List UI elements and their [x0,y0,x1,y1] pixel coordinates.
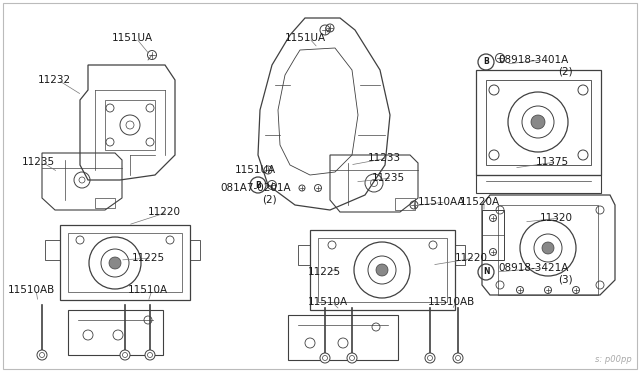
Circle shape [109,257,121,269]
Text: 11232: 11232 [38,75,71,85]
Text: 1151UA: 1151UA [112,33,153,43]
Text: 11225: 11225 [132,253,165,263]
Circle shape [531,115,545,129]
Bar [482,210,504,260]
Circle shape [320,353,330,363]
Circle shape [347,353,357,363]
Circle shape [145,350,155,360]
Text: 11225: 11225 [308,267,341,277]
Text: s: p00pp: s: p00pp [595,355,632,364]
Text: 11220: 11220 [455,253,488,263]
Circle shape [376,264,388,276]
Circle shape [425,353,435,363]
Bar [498,205,598,295]
Text: 11235: 11235 [372,173,405,183]
Bar [476,70,601,175]
Text: N: N [483,267,489,276]
Text: 11375: 11375 [536,157,569,167]
Text: 11233: 11233 [368,153,401,163]
Bar [310,230,455,310]
Text: 11510AA: 11510AA [418,197,465,207]
Bar [486,80,591,165]
Text: (2): (2) [262,195,276,205]
Bar [60,225,190,300]
Text: 11235: 11235 [22,157,55,167]
Text: 1151UA: 1151UA [235,165,276,175]
Text: 08918-3421A: 08918-3421A [498,263,568,273]
Bar [68,310,163,355]
Text: 11320: 11320 [540,213,573,223]
Text: 081A7-0201A: 081A7-0201A [220,183,291,193]
Text: 11220: 11220 [148,207,181,217]
Text: 11510AB: 11510AB [8,285,55,295]
Bar [476,175,601,193]
Circle shape [542,242,554,254]
Text: 11520A: 11520A [460,197,500,207]
Text: (3): (3) [558,275,573,285]
Text: B: B [483,58,489,67]
Circle shape [37,350,47,360]
Circle shape [120,350,130,360]
Text: 11510A: 11510A [308,297,348,307]
Bar [318,238,447,302]
Text: 11510AB: 11510AB [428,297,476,307]
Text: 11510A: 11510A [128,285,168,295]
Bar [68,233,182,292]
Bar [288,315,398,360]
Text: 08918-3401A: 08918-3401A [498,55,568,65]
Circle shape [453,353,463,363]
Text: (2): (2) [558,67,573,77]
Text: 1151UA: 1151UA [285,33,326,43]
Text: B: B [255,180,261,189]
